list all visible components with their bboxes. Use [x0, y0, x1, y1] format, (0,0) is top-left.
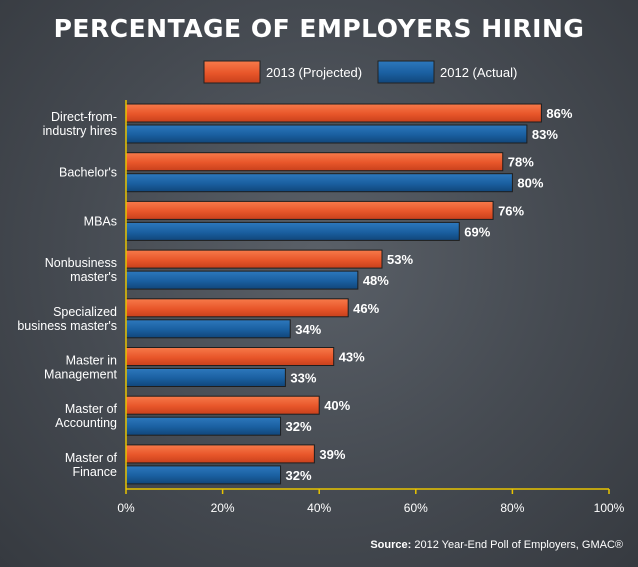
source-note: Source: 2012 Year-End Poll of Employers,…: [370, 539, 623, 551]
x-tick-label-3: 60%: [404, 501, 428, 515]
value-label-2013-1: 78%: [508, 155, 534, 170]
value-label-2013-6: 40%: [324, 398, 350, 413]
value-label-2012-4: 34%: [295, 322, 321, 337]
legend: 2013 (Projected) 2012 (Actual): [203, 60, 517, 84]
value-labels: 86% 83% 78% 80% 76% 69% 53% 48% 46% 34% 43% 33% 40% 3…: [286, 106, 573, 483]
category-label-4-line-1: business master's: [17, 319, 117, 333]
bars-group: [125, 103, 542, 485]
bar-2013-2: [125, 200, 494, 220]
value-label-2013-7: 39%: [319, 447, 345, 462]
category-label-1-line-0: Bachelor's: [59, 166, 117, 180]
x-tick-label-1: 20%: [211, 501, 235, 515]
value-label-2013-2: 76%: [498, 203, 524, 218]
x-tick-label-2: 40%: [307, 501, 331, 515]
value-label-2013-4: 46%: [353, 301, 379, 316]
category-label-3-line-0: Nonbusiness: [45, 256, 117, 270]
legend-swatch-2012: [377, 60, 435, 84]
x-tick-label-0: 0%: [117, 501, 135, 515]
value-label-2012-7: 32%: [286, 468, 312, 483]
x-tick-label-4: 80%: [500, 501, 524, 515]
value-label-2013-0: 86%: [546, 106, 572, 121]
bar-2013-1: [125, 152, 504, 172]
bar-2012-1: [125, 173, 513, 193]
legend-label-2012: 2012 (Actual): [440, 65, 517, 80]
chart-title: PERCENTAGE OF EMPLOYERS HIRING: [54, 14, 585, 43]
bar-2013-6: [125, 395, 320, 415]
category-label-3-line-1: master's: [70, 270, 117, 284]
category-label-7-line-0: Master of: [65, 451, 118, 465]
category-label-6-line-0: Master of: [65, 402, 118, 416]
bar-2013-3: [125, 249, 383, 269]
value-label-2013-5: 43%: [339, 350, 365, 365]
value-label-2012-2: 69%: [464, 224, 490, 239]
bar-2012-3: [125, 270, 359, 290]
value-label-2012-5: 33%: [290, 371, 316, 386]
category-label-6-line-1: Accounting: [55, 416, 117, 430]
category-label-5-line-0: Master in: [66, 354, 117, 368]
axes: [125, 100, 609, 490]
category-label-0-line-0: Direct-from-: [51, 110, 117, 124]
bar-2012-2: [125, 221, 460, 241]
value-label-2012-3: 48%: [363, 273, 389, 288]
bar-2012-5: [125, 368, 286, 387]
bar-2013-5: [125, 347, 335, 366]
bar-2013-7: [125, 444, 315, 464]
value-label-2012-0: 83%: [532, 127, 558, 142]
bar-2012-0: [125, 124, 528, 144]
legend-swatch-2013: [203, 60, 261, 84]
bar-2013-4: [125, 298, 349, 318]
legend-label-2013: 2013 (Projected): [266, 65, 362, 80]
category-label-7-line-1: Finance: [73, 465, 118, 479]
category-labels: Direct-from-industry hires Bachelor's MBAs…: [17, 110, 117, 479]
category-label-2-line-0: MBAs: [84, 214, 117, 228]
x-tick-label-5: 100%: [594, 501, 625, 515]
bar-2012-7: [125, 465, 282, 485]
category-label-4-line-0: Specialized: [53, 305, 117, 319]
bar-2012-4: [125, 319, 291, 339]
value-label-2012-6: 32%: [286, 419, 312, 434]
bar-2012-6: [125, 416, 282, 436]
source-text: 2012 Year-End Poll of Employers, GMAC®: [411, 539, 623, 551]
source-label: Source:: [370, 539, 411, 551]
value-label-2012-1: 80%: [517, 176, 543, 191]
category-label-5-line-1: Management: [44, 368, 117, 382]
value-label-2013-3: 53%: [387, 252, 413, 267]
x-ticks: 0% 20% 40% 60% 80% 100%: [117, 489, 625, 515]
bar-2013-0: [125, 103, 542, 123]
category-label-0-line-1: industry hires: [43, 124, 117, 138]
